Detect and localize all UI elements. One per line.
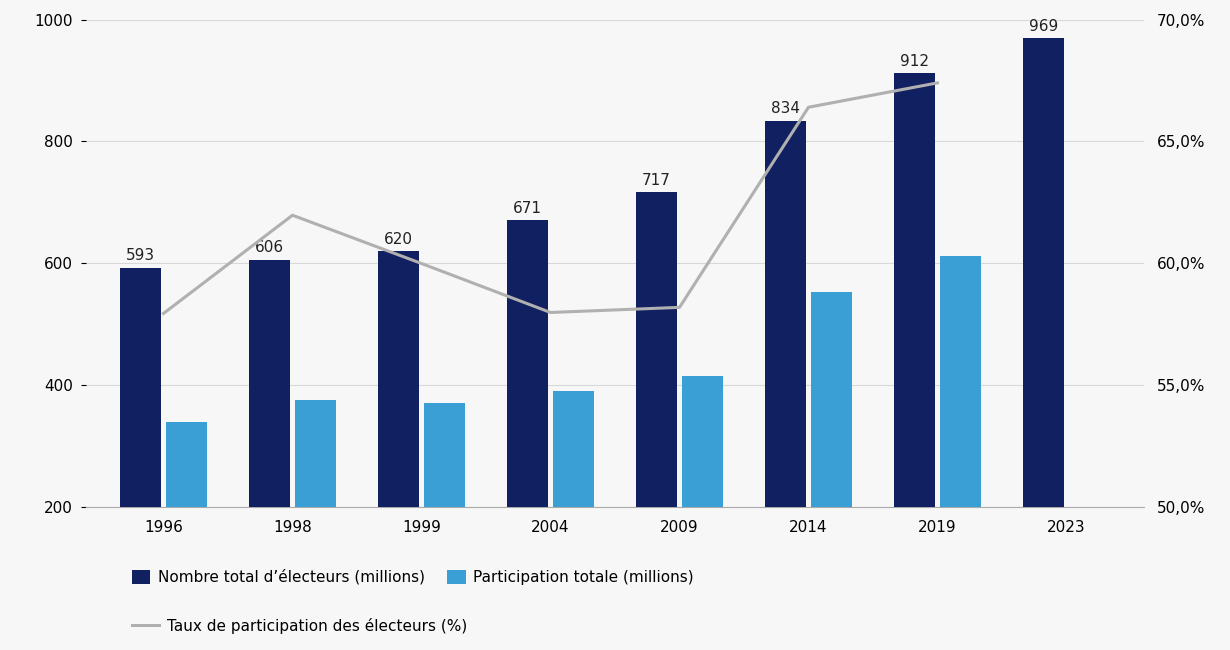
- Text: 912: 912: [900, 54, 929, 69]
- Bar: [765, 121, 806, 629]
- Text: 606: 606: [255, 240, 284, 255]
- Bar: [683, 376, 723, 629]
- Bar: [554, 391, 594, 629]
- Bar: [811, 292, 852, 629]
- Bar: [295, 400, 336, 629]
- Text: 717: 717: [642, 173, 670, 188]
- Text: 620: 620: [384, 232, 413, 247]
- Bar: [940, 256, 982, 629]
- Bar: [119, 268, 161, 629]
- Bar: [507, 220, 547, 629]
- Bar: [378, 251, 419, 629]
- Bar: [1022, 38, 1064, 629]
- Text: 969: 969: [1028, 19, 1058, 34]
- Bar: [166, 422, 208, 629]
- Legend: Taux de participation des électeurs (%): Taux de participation des électeurs (%): [125, 612, 474, 640]
- Bar: [424, 404, 465, 629]
- Bar: [894, 73, 935, 629]
- Bar: [248, 259, 290, 629]
- Text: 593: 593: [125, 248, 155, 263]
- Text: 671: 671: [513, 201, 541, 216]
- Bar: [636, 192, 676, 629]
- Text: 834: 834: [771, 101, 800, 116]
